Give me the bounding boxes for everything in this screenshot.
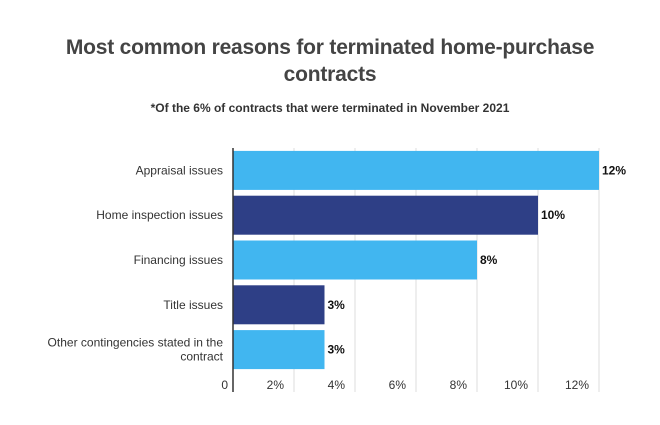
x-tick-label-6: 12% bbox=[565, 378, 589, 392]
x-tick-label-3: 6% bbox=[389, 378, 407, 392]
bar-3 bbox=[233, 285, 325, 325]
category-label-1: Home inspection issues bbox=[96, 208, 223, 222]
data-label-1: 10% bbox=[541, 208, 565, 222]
bar-0 bbox=[233, 150, 599, 190]
x-tick-label-4: 8% bbox=[450, 378, 468, 392]
category-label-3: Title issues bbox=[163, 298, 223, 312]
data-label-2: 8% bbox=[480, 253, 498, 267]
data-label-0: 12% bbox=[602, 163, 626, 177]
bar-2 bbox=[233, 240, 477, 280]
x-tick-label-1: 2% bbox=[267, 378, 285, 392]
data-label-4: 3% bbox=[328, 343, 346, 357]
x-tick-label-0: 0 bbox=[221, 378, 228, 392]
chart-title: Most common reasons for terminated home-… bbox=[65, 36, 595, 86]
x-tick-label-2: 4% bbox=[328, 378, 346, 392]
bar-1 bbox=[233, 195, 538, 235]
chart-subtitle: *Of the 6% of contracts that were termin… bbox=[150, 101, 510, 115]
category-label-4: Other contingencies stated in the contrac… bbox=[48, 336, 224, 364]
category-label-2: Financing issues bbox=[134, 253, 223, 267]
x-tick-label-5: 10% bbox=[504, 378, 528, 392]
bar-4 bbox=[233, 330, 325, 370]
category-label-0: Appraisal issues bbox=[136, 163, 223, 177]
data-label-3: 3% bbox=[328, 298, 346, 312]
